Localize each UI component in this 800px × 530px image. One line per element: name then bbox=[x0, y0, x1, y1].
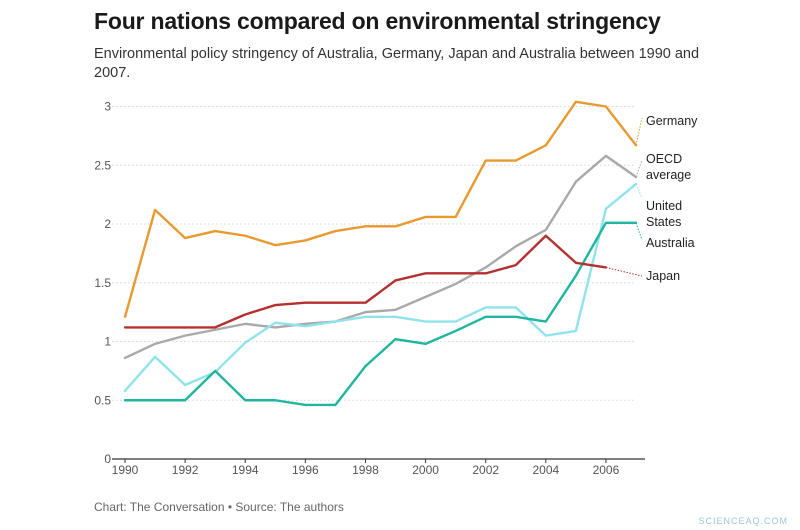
chart-subtitle: Environmental policy stringency of Austr… bbox=[94, 46, 700, 81]
chart-title: Four nations compared on environmental s… bbox=[94, 8, 661, 34]
series-line-germany bbox=[123, 100, 638, 319]
leader-line-germany bbox=[635, 117, 643, 146]
watermark: SCIENCEAQ.COM bbox=[698, 516, 788, 526]
x-tick-label: 2002 bbox=[472, 463, 499, 477]
x-tick-label: 1992 bbox=[172, 463, 199, 477]
series-label-united-states: States bbox=[646, 215, 681, 229]
chart-source: Chart: The Conversation • Source: The au… bbox=[94, 500, 344, 514]
series-line-united-states bbox=[123, 182, 638, 393]
x-tick-label: 1998 bbox=[352, 463, 379, 477]
leader-line-australia bbox=[635, 222, 643, 241]
x-tick-label: 2004 bbox=[532, 463, 559, 477]
y-tick-label: 1 bbox=[104, 335, 111, 349]
leader-line-japan bbox=[605, 266, 643, 277]
y-tick-label: 2 bbox=[104, 217, 111, 231]
series-line-australia bbox=[123, 221, 638, 407]
x-tick-label: 1994 bbox=[232, 463, 259, 477]
x-tick-label: 2000 bbox=[412, 463, 439, 477]
series-label-australia: Australia bbox=[646, 236, 695, 250]
series-label-united-states: United bbox=[646, 199, 682, 213]
x-tick-label: 1990 bbox=[112, 463, 139, 477]
y-tick-label: 1.5 bbox=[94, 276, 111, 290]
series-label-japan: Japan bbox=[646, 269, 680, 283]
y-tick-label: 0 bbox=[104, 452, 111, 466]
y-tick-label: 3 bbox=[104, 100, 111, 114]
x-tick-label: 2006 bbox=[593, 463, 620, 477]
series-label-oecd-average: OECD bbox=[646, 152, 682, 166]
x-tick-label: 1996 bbox=[292, 463, 319, 477]
series-label-germany: Germany bbox=[646, 114, 698, 128]
series-line-japan bbox=[123, 234, 608, 329]
series-label-oecd-average: average bbox=[646, 168, 691, 182]
y-tick-label: 0.5 bbox=[94, 393, 111, 407]
y-tick-label: 2.5 bbox=[94, 158, 111, 172]
leader-line-united-states bbox=[635, 183, 643, 199]
series-line-oecd-average bbox=[123, 154, 638, 360]
leader-line-oecd-average bbox=[635, 159, 643, 178]
